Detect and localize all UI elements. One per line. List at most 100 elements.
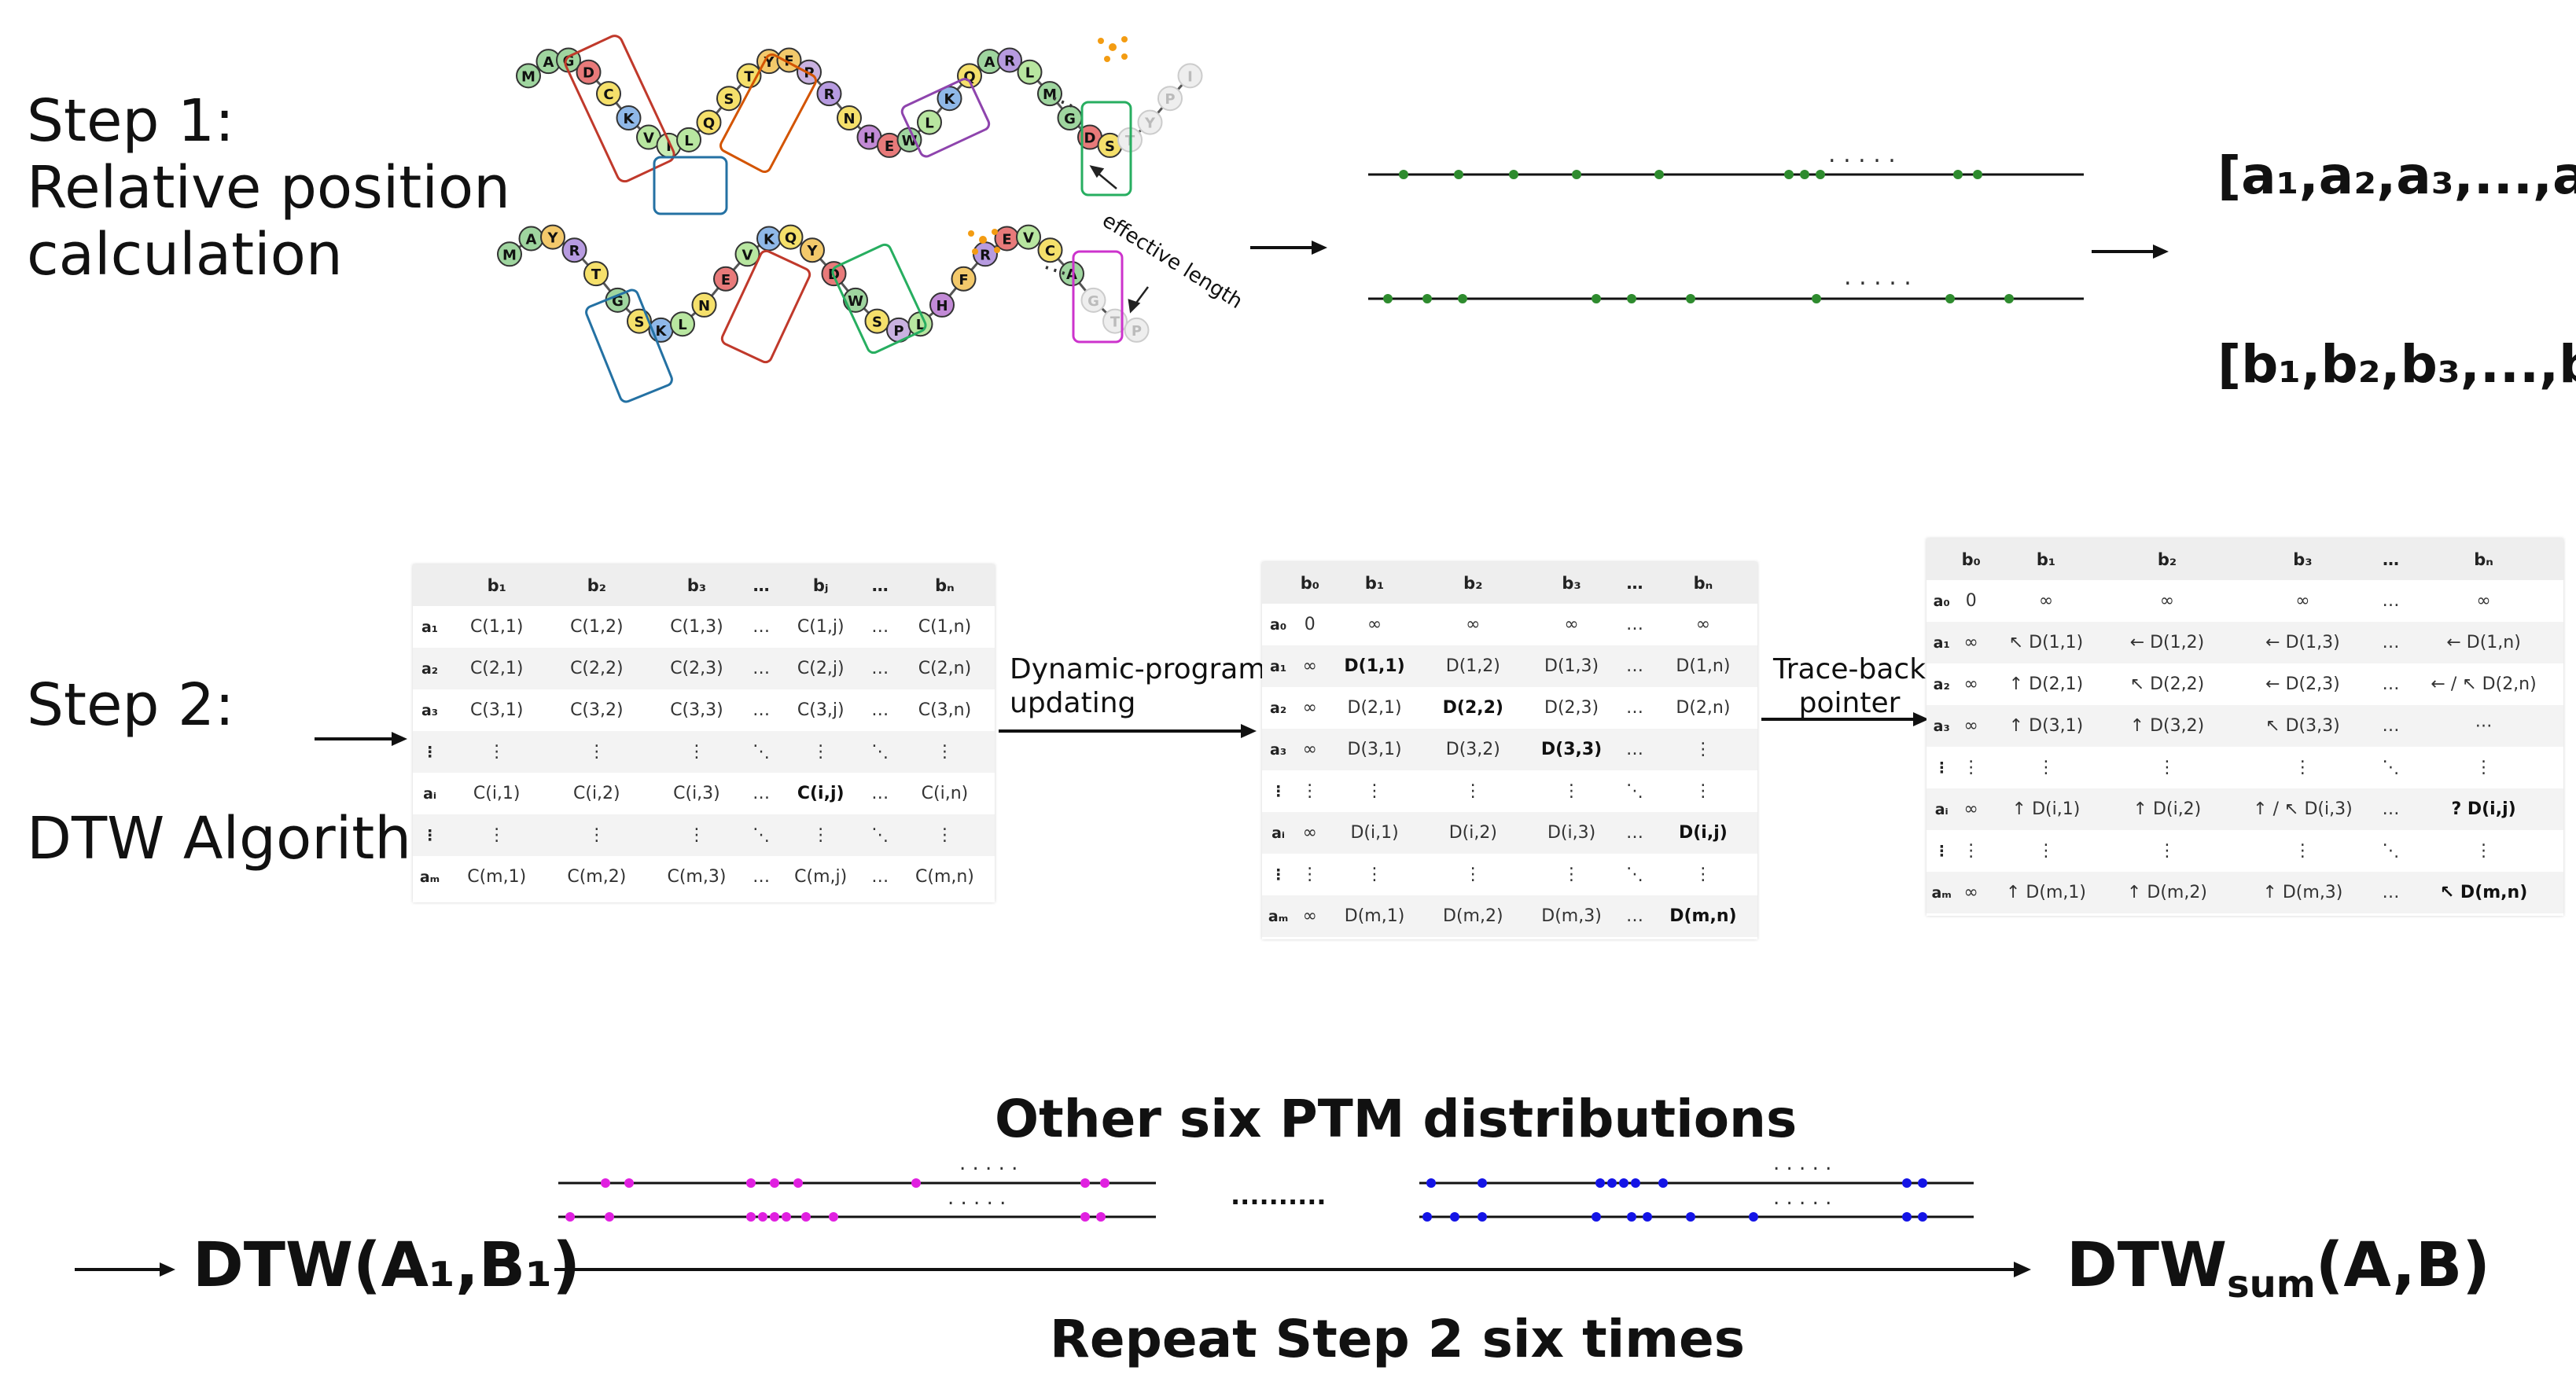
matrix-row-header: a₂ bbox=[1270, 699, 1287, 717]
ptm-site-dot bbox=[1918, 1178, 1927, 1188]
matrix-cell: ⋮ bbox=[447, 814, 547, 856]
ptm-site-dot bbox=[758, 1212, 767, 1222]
matrix-col-header bbox=[1926, 538, 1957, 580]
ptm-site-dot bbox=[1509, 170, 1518, 179]
matrix-col-header: b₃ bbox=[2227, 538, 2378, 580]
matrix-cell: D(i,j) bbox=[1648, 812, 1757, 854]
ptm-site-dot bbox=[1654, 170, 1664, 179]
residue-letter: V bbox=[742, 247, 753, 263]
matrix-cell: ⋮ bbox=[775, 814, 866, 856]
residue-letter: R bbox=[824, 86, 835, 103]
matrix-cell: ⋱ bbox=[1625, 781, 1643, 801]
matrix-cell: D(1,3) bbox=[1522, 645, 1621, 687]
residue-letter: V bbox=[1023, 230, 1034, 247]
matrix-cell: … bbox=[1621, 895, 1649, 937]
ptm-site-dot bbox=[1399, 170, 1408, 179]
ptm-site-dot bbox=[1426, 1178, 1436, 1188]
matrix-cell: ↖ D(1,1) bbox=[1985, 622, 2107, 663]
matrix-cell: D(2,2) bbox=[1442, 698, 1503, 718]
ptm-site-dot bbox=[1945, 294, 1955, 303]
matrix-cell: ⋮ bbox=[1962, 841, 1980, 861]
residue-letter: P bbox=[893, 323, 903, 340]
matrix-col-header: b₁ bbox=[447, 564, 547, 606]
ptm-site-dot bbox=[746, 1178, 756, 1188]
residue-letter: E bbox=[1002, 231, 1011, 248]
step1-line3: calculation bbox=[27, 221, 343, 289]
matrix-row-header: aᵢ bbox=[423, 785, 437, 803]
residue-letter: A bbox=[526, 231, 537, 248]
matrix-col-header: … bbox=[2377, 538, 2405, 580]
dtw-sum-subscript: sum bbox=[2227, 1262, 2316, 1306]
ptm-site-dot bbox=[746, 1212, 756, 1222]
matrix-row-header: a₂ bbox=[413, 648, 447, 689]
cost-matrix-card: b₁ b₂ b₃… bⱼ… bₙ a₁ C(1,1) C(1,2) C(1,3)… C(1,j)…… bbox=[413, 564, 995, 902]
ptm-site-dot bbox=[1592, 294, 1601, 303]
matrix-cell: D(2,1) bbox=[1347, 698, 1402, 718]
matrix-row: aᵢ ∞ ↑ D(i,1) ↑ D(i,2) ↑ / ↖ D(i,3)…? D(i,j) bbox=[1926, 788, 2563, 830]
residue-letter: K bbox=[656, 323, 668, 340]
ptm-site-dot bbox=[1422, 294, 1432, 303]
ellipsis: . . . . . bbox=[959, 1156, 1018, 1175]
step2-label: Step 2: bbox=[27, 671, 235, 739]
matrix-row: a₃ ∞ ↑ D(3,1) ↑ D(3,2) ↖ D(3,3)… ⋯ bbox=[1926, 705, 2563, 747]
matrix-row-header: aᵢ bbox=[1262, 812, 1295, 854]
matrix-cell: … bbox=[871, 867, 889, 887]
residue-letter: N bbox=[843, 111, 855, 127]
matrix-cell: D(3,2) bbox=[1423, 729, 1522, 770]
ptm-distribution-lines: . . . . . . . . . . . . . . . . . . . . … bbox=[558, 1156, 1974, 1222]
matrix-cell: ↖ D(3,3) bbox=[2227, 705, 2378, 747]
residue-letter: D bbox=[583, 65, 594, 82]
matrix-cell: ⋱ bbox=[1625, 865, 1643, 884]
residue-letter: M bbox=[502, 247, 517, 263]
matrix-cell: C(2,1) bbox=[447, 648, 547, 689]
matrix-cell: C(i,2) bbox=[573, 784, 620, 803]
matrix-cell: C(2,n) bbox=[894, 648, 995, 689]
residue-circle bbox=[540, 224, 565, 250]
matrix-row: a₃ C(3,1) C(3,2) C(3,3) … C(3,j) … C(3,n) bbox=[413, 689, 995, 731]
matrix-cell: … bbox=[1625, 615, 1643, 634]
residue-circle bbox=[676, 127, 701, 152]
matrix-col-header: b₀ bbox=[1956, 538, 1985, 580]
other-ptm-label: Other six PTM distributions bbox=[995, 1089, 1798, 1149]
residue-letter: T bbox=[1110, 314, 1121, 331]
ptm-site-dot bbox=[1478, 1212, 1487, 1222]
matrix-row-header: ⋮ bbox=[1934, 842, 1949, 860]
residue-group-box bbox=[1080, 101, 1132, 197]
matrix-cell: … bbox=[865, 648, 895, 689]
matrix-cell: ⋮ bbox=[1562, 781, 1581, 801]
residue-circle bbox=[1016, 224, 1041, 250]
dtw-sum-main: DTW bbox=[2066, 1230, 2227, 1301]
matrix-cell: ← / ↖ D(2,n) bbox=[2431, 674, 2537, 694]
matrix-cell: C(m,1) bbox=[467, 867, 527, 887]
matrix-cell: D(m,n) bbox=[1648, 895, 1757, 937]
residue-group-box bbox=[564, 35, 675, 183]
ptm-site-dot bbox=[1643, 1212, 1652, 1222]
matrix-cell: … bbox=[871, 617, 889, 637]
dp-label-line1: Dynamic-program bbox=[1010, 653, 1266, 685]
residue-letter: L bbox=[925, 116, 933, 132]
traceback-matrix-card: b₀ b₁ b₂ b₃… bₙ a₀ 0 ∞ ∞ ∞… ∞ a₁ ∞ ↖ D(1,1) ← D(1,2) ← … bbox=[1926, 538, 2563, 916]
residue-circle bbox=[497, 241, 522, 267]
matrix-row: a₁ ∞ ↖ D(1,1) ← D(1,2) ← D(1,3)… ← D(1,n) bbox=[1926, 622, 2563, 663]
matrix-row-header: ⋮ bbox=[413, 731, 447, 773]
arrow-right-long bbox=[554, 1262, 2031, 1277]
matrix-cell: ⋮ bbox=[894, 814, 995, 856]
ptm-site-dot bbox=[1749, 1212, 1758, 1222]
position-lines: . . . . . . . . . . bbox=[1368, 141, 2084, 303]
residue-circle bbox=[516, 63, 541, 89]
ptm-site-dot bbox=[1631, 1178, 1640, 1188]
matrix-row: aₘ ∞ D(m,1) D(m,2) D(m,3)… D(m,n) bbox=[1262, 895, 1757, 937]
matrix-row-header: a₁ bbox=[421, 618, 439, 636]
residue-letter: N bbox=[698, 298, 710, 314]
matrix-cell: ↑ D(i,1) bbox=[1985, 788, 2107, 830]
residue-circle bbox=[691, 292, 717, 318]
residue-letter: S bbox=[635, 314, 645, 331]
residue-letter: A bbox=[1066, 266, 1077, 283]
residue-circle bbox=[929, 292, 955, 318]
matrix-cell: D(m,3) bbox=[1522, 895, 1621, 937]
arrow-right bbox=[999, 724, 1257, 738]
residue-circle bbox=[1137, 109, 1163, 135]
matrix-cell: … bbox=[2377, 705, 2405, 747]
effective-length-label: effective length bbox=[1098, 208, 1246, 314]
residue-letter: Q bbox=[785, 230, 797, 247]
